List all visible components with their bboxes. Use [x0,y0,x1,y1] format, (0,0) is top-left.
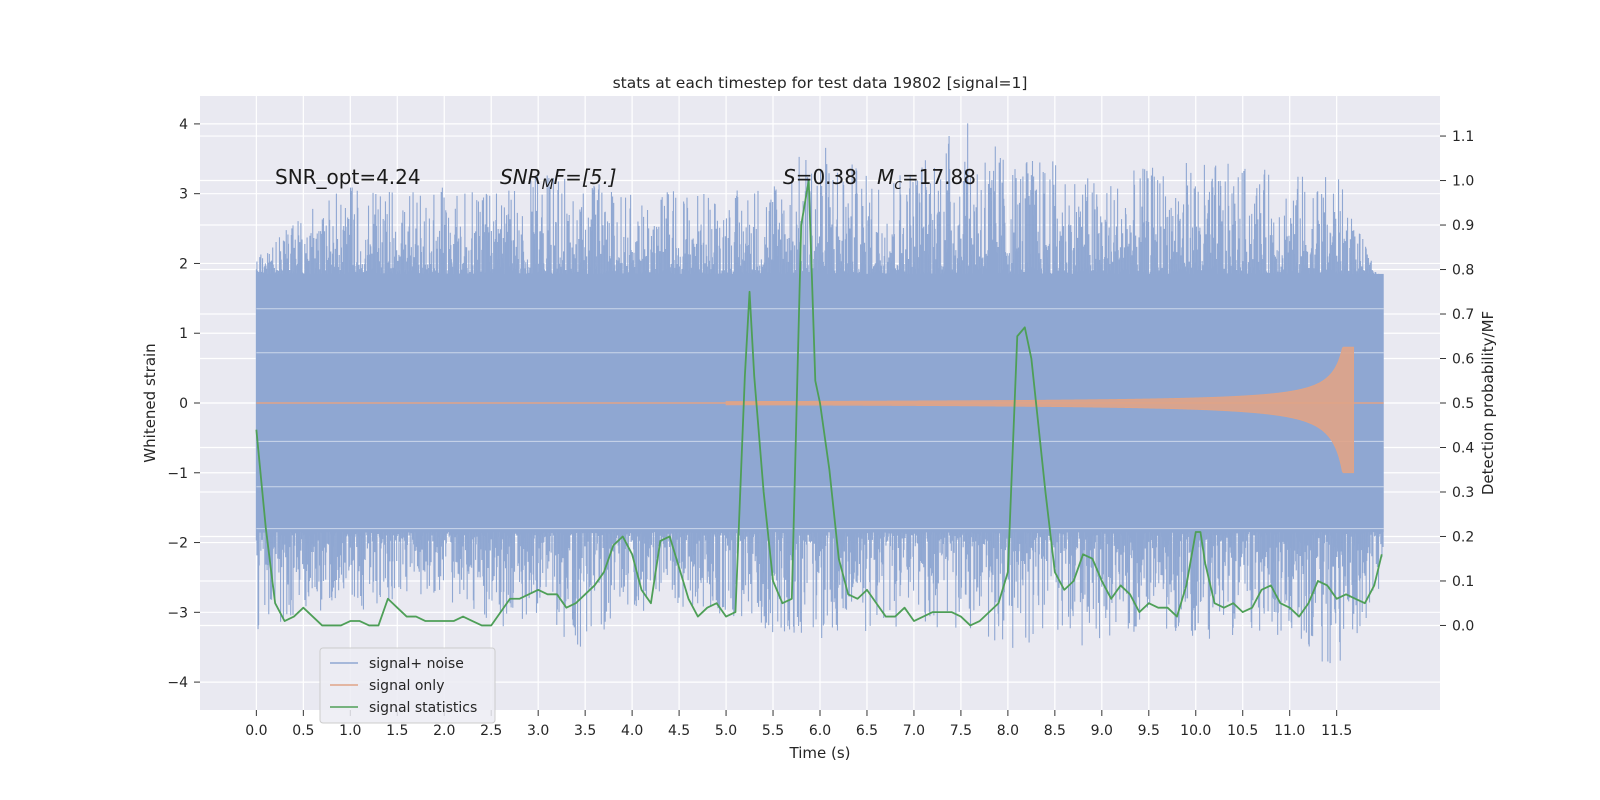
annotation-snr-mf-rest: F=[5.] [554,165,617,189]
x-axis-label: Time (s) [789,744,851,762]
signal-only-chirp [725,346,1354,474]
y-tick-label-6: 2 [179,256,188,272]
x-tick-label-16: 8.0 [997,723,1019,739]
legend-box [319,647,496,724]
y-tick-label-8: 4 [179,117,188,133]
x-tick-label-11: 5.5 [762,723,784,739]
annotation-snr-opt: SNR_opt=4.24 [275,165,421,189]
y2-tick-label-1: 0.1 [1452,574,1474,590]
y-tick-label-2: −2 [167,536,188,552]
y2-tick-label-7: 0.7 [1452,307,1474,323]
x-tick-label-3: 1.5 [386,723,408,739]
y-tick-label-5: 1 [179,326,188,342]
x-tick-label-2: 1.0 [339,723,361,739]
y2-tick-label-10: 1.0 [1452,174,1474,190]
legend: signal+ noise signal only signal statist… [319,647,496,724]
x-tick-label-18: 9.0 [1091,723,1113,739]
y2-tick-label-3: 0.3 [1452,485,1474,501]
x-tick-label-14: 7.0 [903,723,925,739]
x-tick-label-19: 9.5 [1138,723,1160,739]
y-tick-label-1: −3 [167,605,188,621]
y-tick-label-3: −1 [167,466,188,482]
y-axis-left-ticks: −4 −3 −2 −1 0 1 2 3 4 [167,117,200,691]
annotation-snr-mf-main: SNR [500,165,542,189]
annotation-mc-value: =17.88 [902,165,976,189]
annotation-mc-symbol: M [877,165,894,189]
x-tick-label-8: 4.0 [621,723,643,739]
x-tick-label-0: 0.0 [245,723,267,739]
y-tick-label-7: 3 [179,187,188,203]
annotation-s: S=0.38 [783,165,857,189]
y2-tick-label-5: 0.5 [1452,396,1474,412]
annotation-mc-sub: c [894,177,902,193]
x-tick-label-7: 3.5 [574,723,596,739]
y-tick-label-0: −4 [167,675,188,691]
x-tick-label-5: 2.5 [480,723,502,739]
legend-label-signal-statistics: signal statistics [369,700,477,716]
y2-tick-label-9: 0.9 [1452,218,1474,234]
x-tick-label-1: 0.5 [292,723,314,739]
y2-tick-label-4: 0.4 [1452,440,1474,456]
signal-statistics-series [255,179,1383,627]
x-tick-label-9: 4.5 [668,723,690,739]
y2-tick-label-11: 1.1 [1452,129,1474,145]
annotation-mc: Mc=17.88 [877,165,976,193]
legend-label-signal-only: signal only [369,678,444,694]
annotation-snr-mf-sub: M [542,177,554,193]
x-tick-label-22: 11.0 [1274,723,1305,739]
x-tick-label-15: 7.5 [950,723,972,739]
x-tick-label-12: 6.0 [809,723,831,739]
x-tick-label-21: 10.5 [1227,723,1258,739]
x-tick-label-23: 11.5 [1321,723,1352,739]
y2-tick-label-8: 0.8 [1452,263,1474,279]
x-tick-label-20: 10.0 [1180,723,1211,739]
signal-statistics-line [255,179,1383,627]
x-tick-label-17: 8.5 [1044,723,1066,739]
y-axis-right-ticks: 0.0 0.1 0.2 0.3 0.4 0.5 0.6 0.7 0.8 0.9 1.0 1.1 [1440,129,1474,634]
y2-tick-label-0: 0.0 [1452,618,1474,634]
x-tick-label-10: 5.0 [715,723,737,739]
x-tick-label-4: 2.0 [433,723,455,739]
annotation-s-symbol: S [783,165,796,189]
annotation-s-value: =0.38 [796,165,857,189]
annotation-snr-mf: SNRMF=[5.] [500,165,617,193]
y2-axis-label: Detection probability/MF [1479,311,1497,495]
chart-title: stats at each timestep for test data 198… [613,74,1028,92]
x-tick-label-13: 6.5 [856,723,878,739]
y-tick-label-4: 0 [179,396,188,412]
x-axis-ticks: 0.0 0.5 1.0 1.5 2.0 2.5 3.0 3.5 4.0 4.5 5.0 5.5 6.0 6… [245,710,1352,739]
y-axis-label: Whitened strain [141,343,159,462]
y2-tick-label-2: 0.2 [1452,529,1474,545]
legend-label-signal-noise: signal+ noise [369,656,464,672]
x-tick-label-6: 3.0 [527,723,549,739]
y2-tick-label-6: 0.6 [1452,352,1474,368]
